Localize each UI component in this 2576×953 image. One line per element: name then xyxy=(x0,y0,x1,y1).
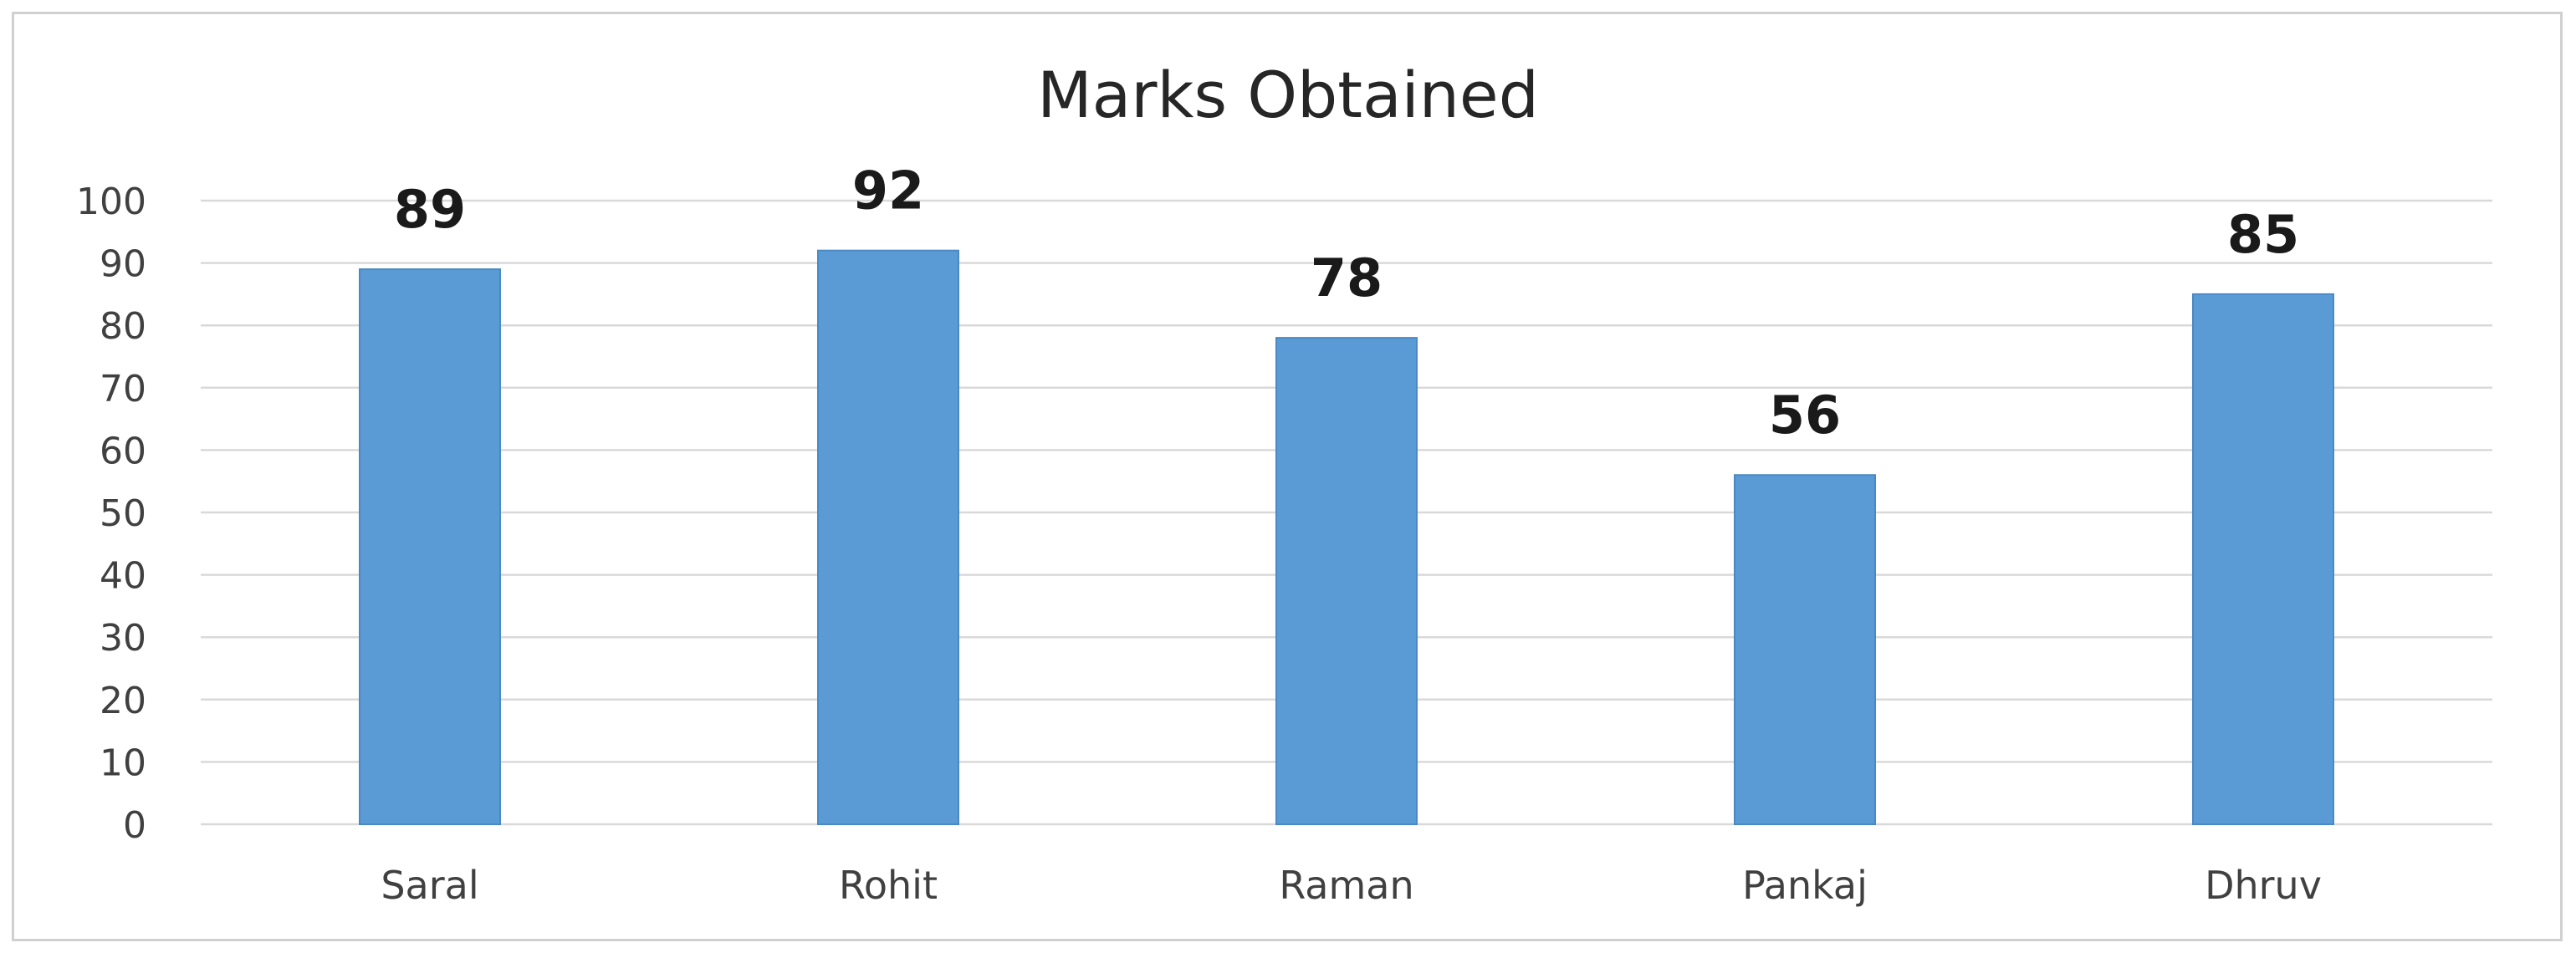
y-axis-ticks: 0 10 20 30 40 50 60 70 80 90 100 xyxy=(76,181,146,847)
y-tick-label: 20 xyxy=(100,680,146,722)
x-tick-label-saral: Saral xyxy=(381,863,478,908)
data-label-rohit: 92 xyxy=(852,161,924,222)
y-tick-label: 80 xyxy=(100,305,146,348)
data-label-raman: 78 xyxy=(1311,247,1383,308)
data-label-dhruv: 85 xyxy=(2227,204,2299,265)
y-tick-label: 30 xyxy=(100,617,146,660)
data-labels: 89 92 78 56 85 xyxy=(394,161,2299,446)
y-tick-label: 40 xyxy=(100,555,146,598)
y-tick-label: 50 xyxy=(100,492,146,535)
y-tick-label: 0 xyxy=(123,804,146,847)
data-label-pankaj: 56 xyxy=(1769,385,1841,446)
x-tick-label-pankaj: Pankaj xyxy=(1742,863,1868,908)
y-tick-label: 100 xyxy=(76,181,146,223)
y-tick-label: 90 xyxy=(100,243,146,286)
y-tick-label: 60 xyxy=(100,430,146,472)
bar-pankaj xyxy=(1734,474,1876,825)
y-tick-label: 70 xyxy=(100,368,146,410)
gridlines xyxy=(201,199,2492,826)
chart-title: Marks Obtained xyxy=(1037,58,1539,132)
bar-saral xyxy=(359,268,501,825)
bar-dhruv xyxy=(2192,293,2334,825)
x-tick-label-dhruv: Dhruv xyxy=(2205,863,2322,908)
bar-raman xyxy=(1275,337,1418,825)
data-label-saral: 89 xyxy=(394,179,466,240)
bars xyxy=(359,249,2334,825)
x-tick-label-rohit: Rohit xyxy=(839,863,938,908)
x-axis-ticks: Saral Rohit Raman Pankaj Dhruv xyxy=(381,863,2322,908)
x-tick-label-raman: Raman xyxy=(1279,863,1413,908)
bar-rohit xyxy=(817,249,959,825)
y-tick-label: 10 xyxy=(100,742,146,784)
